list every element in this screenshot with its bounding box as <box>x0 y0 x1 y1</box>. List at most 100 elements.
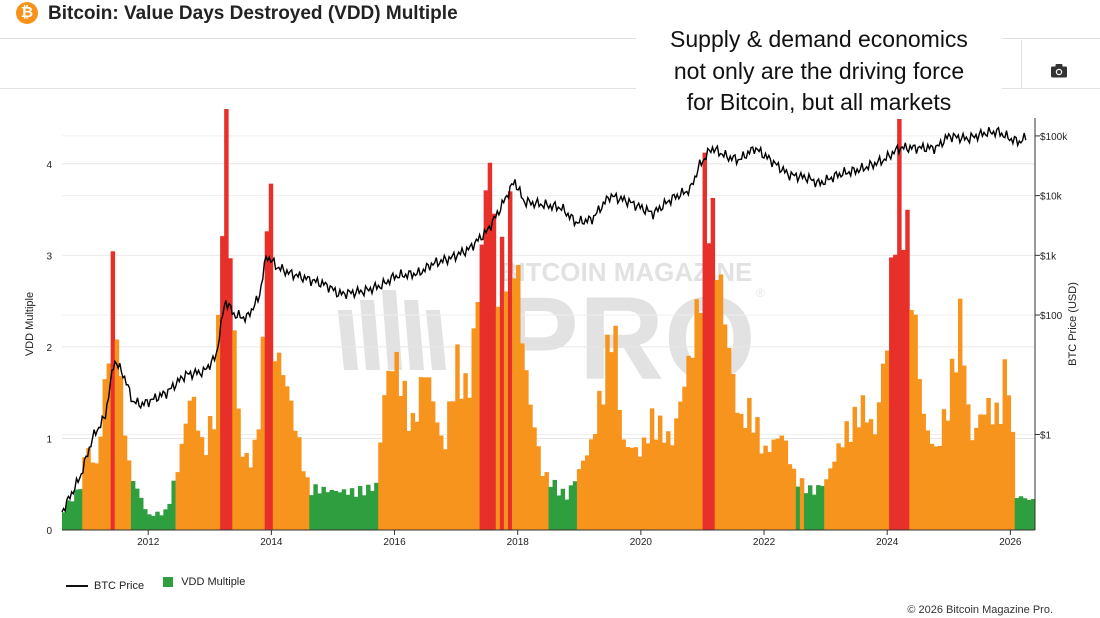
vdd-bar <box>528 404 533 530</box>
vdd-bar <box>122 435 128 530</box>
vdd-bar <box>390 371 395 530</box>
btc-price-line <box>61 126 1027 514</box>
vdd-bar <box>662 442 667 530</box>
y-right-tick-label: $1k <box>1040 251 1057 262</box>
line-swatch-icon <box>66 585 88 587</box>
vdd-bar <box>503 291 509 530</box>
vdd-bar <box>884 350 890 530</box>
vdd-bar <box>114 339 120 530</box>
vdd-bar <box>512 278 517 530</box>
vdd-bar <box>499 236 505 531</box>
vdd-bar <box>374 482 379 530</box>
vdd-bar <box>629 447 635 530</box>
vdd-bar <box>897 114 902 530</box>
vdd-bar <box>353 496 359 530</box>
vdd-bar <box>584 455 590 530</box>
vdd-bar <box>183 423 189 530</box>
vdd-bar <box>520 343 525 530</box>
vdd-bar <box>110 251 116 530</box>
vdd-bar <box>268 183 274 530</box>
vdd-bar <box>248 467 253 530</box>
vdd-bar <box>714 279 720 530</box>
vdd-bar <box>852 406 858 530</box>
vdd-bar <box>297 437 302 530</box>
vdd-bar <box>986 397 991 530</box>
y-right-tick-label: $100k <box>1040 132 1068 143</box>
vdd-bar <box>917 379 922 530</box>
y-right-axis-label: BTC Price (USD) <box>1067 282 1079 366</box>
vdd-bar <box>507 191 513 530</box>
vdd-bar <box>394 351 399 530</box>
vdd-bar <box>224 109 229 530</box>
vdd-bar <box>459 398 464 530</box>
vdd-bar <box>783 440 789 530</box>
vdd-bar <box>118 376 124 530</box>
vdd-bar <box>86 448 91 530</box>
y-right-axis-ticks: $1 $100 $1k $10k $100k <box>1035 132 1068 441</box>
vdd-bar <box>666 431 671 530</box>
vdd-bar <box>657 415 663 530</box>
vdd-bar <box>560 488 566 530</box>
legend-label: VDD Multiple <box>181 576 246 588</box>
vdd-bar <box>207 416 213 530</box>
vdd-bar <box>653 439 659 530</box>
toolbar-separator <box>1021 40 1022 88</box>
vdd-bar <box>467 397 472 530</box>
vdd-bar <box>893 254 898 530</box>
vdd-bar <box>576 469 582 530</box>
vdd-bar <box>722 324 728 530</box>
vdd-bar <box>633 447 639 530</box>
vdd-bar <box>378 442 383 530</box>
x-tick-label: 2024 <box>876 537 899 548</box>
vdd-bar <box>90 462 95 530</box>
legend-item-vdd[interactable]: VDD Multiple <box>163 576 245 588</box>
vdd-bar <box>710 197 716 530</box>
vdd-bar <box>925 430 930 530</box>
vdd-bar <box>195 430 201 530</box>
annotation-line: Supply & demand economics <box>670 26 968 52</box>
x-tick-label: 2020 <box>630 537 653 548</box>
vdd-bar <box>414 421 420 530</box>
vdd-bar <box>406 430 412 530</box>
vdd-bar <box>155 511 160 530</box>
vdd-bar <box>779 435 785 530</box>
vdd-bar <box>276 352 282 530</box>
vdd-bar <box>443 449 448 530</box>
vdd-bar <box>730 374 736 530</box>
vdd-bar <box>402 380 408 530</box>
vdd-bar <box>686 355 691 530</box>
camera-icon[interactable] <box>1050 62 1068 80</box>
vdd-bar <box>803 493 809 530</box>
vdd-bar <box>349 488 355 530</box>
vdd-bar <box>617 409 622 530</box>
vdd-bar <box>739 413 744 530</box>
vdd-bar <box>901 249 906 531</box>
vdd-bar <box>475 302 480 530</box>
vdd-bar <box>876 402 882 530</box>
vdd-bar <box>410 413 416 530</box>
vdd-bar <box>990 424 995 530</box>
vdd-bar <box>889 257 894 530</box>
vdd-bar <box>597 390 602 530</box>
vdd-bar <box>357 486 363 530</box>
vdd-bar <box>962 365 967 530</box>
vdd-bar <box>548 486 553 530</box>
vdd-bar <box>329 490 335 530</box>
vdd-bar <box>945 420 951 530</box>
vdd-bar <box>1010 431 1016 530</box>
vdd-bar <box>171 480 176 530</box>
vdd-bar <box>70 501 75 530</box>
vdd-bar <box>957 298 963 530</box>
vdd-bar <box>524 370 529 530</box>
vdd-bar <box>74 489 79 530</box>
legend-item-btc-price[interactable]: BTC Price <box>66 580 144 592</box>
vdd-bar <box>398 395 403 530</box>
vdd-bar <box>479 244 485 531</box>
y-left-axis-ticks: 0 1 2 3 4 <box>46 160 52 537</box>
vdd-bar <box>272 361 278 530</box>
vdd-bar <box>726 347 732 530</box>
vdd-bar <box>536 446 541 530</box>
vdd-bar <box>812 494 817 530</box>
vdd-bar <box>613 325 618 530</box>
vdd-bar <box>191 396 197 530</box>
